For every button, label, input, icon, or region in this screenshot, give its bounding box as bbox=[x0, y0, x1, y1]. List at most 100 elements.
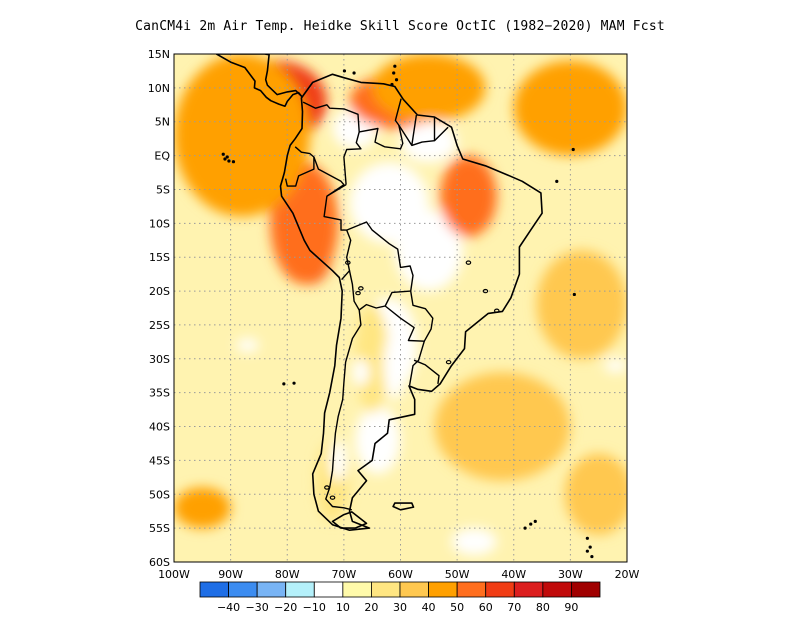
lake-8 bbox=[324, 485, 330, 490]
country-border-11 bbox=[398, 124, 449, 147]
colorbar-label-0: −40 bbox=[217, 601, 240, 614]
lake-7 bbox=[329, 495, 336, 500]
country-border-12 bbox=[411, 114, 418, 146]
lat-label-14: 55S bbox=[149, 522, 170, 535]
lon-label-1: 90W bbox=[218, 568, 243, 581]
lat-lon-grid bbox=[174, 54, 627, 562]
lat-label-1: 10N bbox=[148, 82, 170, 95]
colorbar-swatch-9 bbox=[456, 581, 487, 598]
lake-3 bbox=[493, 308, 500, 313]
island-7 bbox=[390, 82, 394, 87]
map-frame bbox=[173, 53, 628, 563]
colorbar-label-11: 80 bbox=[536, 601, 550, 614]
lat-label-13: 50S bbox=[149, 488, 170, 501]
country-border-6 bbox=[325, 309, 362, 511]
island-8 bbox=[394, 78, 399, 82]
skill-shading-layer bbox=[174, 54, 627, 556]
lon-label-5: 50W bbox=[445, 568, 470, 581]
country-border-3 bbox=[326, 184, 347, 197]
island-19 bbox=[588, 545, 592, 549]
island-13 bbox=[572, 292, 576, 297]
skill-region-22 bbox=[604, 358, 627, 373]
lon-label-7: 30W bbox=[558, 568, 583, 581]
island-4 bbox=[225, 155, 229, 159]
lake-1 bbox=[358, 286, 364, 291]
colorbar-swatch-5 bbox=[342, 581, 372, 598]
colorbar-label-5: 20 bbox=[364, 601, 378, 614]
coastline-central-america bbox=[215, 54, 303, 107]
country-border-5 bbox=[348, 270, 411, 311]
island-15 bbox=[571, 147, 575, 152]
country-border-2 bbox=[313, 156, 352, 281]
colorbar-swatch-12 bbox=[542, 581, 572, 598]
skill-region-17 bbox=[383, 331, 407, 400]
skill-region-10 bbox=[174, 487, 231, 529]
island-10 bbox=[352, 71, 356, 75]
island-21 bbox=[590, 554, 594, 559]
colorbar-label-8: 50 bbox=[450, 601, 464, 614]
colorbar-label-4: 10 bbox=[336, 601, 350, 614]
island-20 bbox=[585, 549, 589, 553]
lat-label-15: 60S bbox=[149, 556, 170, 569]
country-border-4 bbox=[346, 221, 414, 292]
colorbar-swatch-1 bbox=[228, 581, 258, 598]
lake-6 bbox=[445, 359, 452, 365]
lat-label-5: 10S bbox=[149, 217, 170, 230]
island-0 bbox=[223, 157, 227, 161]
island-17 bbox=[529, 522, 533, 526]
skill-region-13 bbox=[536, 250, 627, 359]
map-plot-area bbox=[174, 54, 627, 562]
island-3 bbox=[221, 152, 225, 156]
skill-region-18 bbox=[352, 358, 370, 386]
lat-label-2: 5N bbox=[155, 116, 170, 129]
lake-0 bbox=[345, 260, 351, 265]
colorbar-label-2: −20 bbox=[274, 601, 297, 614]
skill-region-9 bbox=[513, 60, 627, 156]
latitude-labels: 15N 10N 5N EQ 5S 10S 15S 20S 25S 30S 35S 40S 45S 50S 5… bbox=[148, 48, 171, 569]
page-title: CanCM4i 2m Air Temp. Heidke Skill Score … bbox=[135, 19, 665, 34]
longitude-labels: 100W 90W 80W 70W 60W 50W 40W 30W 20W bbox=[158, 568, 639, 581]
island-12 bbox=[392, 71, 396, 75]
coastlines bbox=[215, 54, 594, 559]
country-border-0 bbox=[302, 101, 362, 185]
country-border-9 bbox=[413, 359, 440, 384]
colorbar-swatch-3 bbox=[285, 581, 315, 598]
lon-label-4: 60W bbox=[388, 568, 413, 581]
island-2 bbox=[231, 160, 236, 164]
skill-region-15 bbox=[355, 304, 390, 413]
island-5 bbox=[282, 382, 286, 386]
colorbar-swatch-7 bbox=[399, 581, 429, 598]
lon-label-0: 100W bbox=[158, 568, 190, 581]
coastline-tierra-del-fuego bbox=[331, 511, 368, 529]
lat-label-12: 45S bbox=[149, 454, 170, 467]
skill-region-12 bbox=[434, 372, 571, 481]
colorbar-swatch-2 bbox=[256, 581, 287, 598]
lat-label-6: 15S bbox=[149, 251, 170, 264]
skill-region-8 bbox=[174, 54, 310, 217]
lat-label-3: EQ bbox=[154, 150, 170, 163]
colorbar-swatch-6 bbox=[371, 581, 401, 598]
island-22 bbox=[585, 536, 589, 540]
lat-label-10: 35S bbox=[149, 387, 170, 400]
island-1 bbox=[227, 159, 231, 163]
lat-label-8: 25S bbox=[149, 319, 170, 332]
country-border-7 bbox=[384, 290, 434, 342]
country-border-1 bbox=[284, 146, 315, 187]
colorbar-swatch-10 bbox=[485, 581, 515, 598]
lon-label-3: 70W bbox=[331, 568, 356, 581]
country-border-10 bbox=[359, 98, 404, 150]
skill-region-21 bbox=[236, 338, 259, 353]
colorbar-swatch-0 bbox=[199, 581, 229, 598]
country-border-8 bbox=[408, 340, 425, 386]
lon-label-8: 20W bbox=[615, 568, 640, 581]
lat-label-4: 5S bbox=[156, 183, 170, 196]
lat-label-9: 30S bbox=[149, 353, 170, 366]
coastline-falklands bbox=[392, 502, 415, 511]
colorbar-label-7: 40 bbox=[422, 601, 436, 614]
island-18 bbox=[533, 519, 537, 523]
colorbar-swatch-4 bbox=[313, 581, 344, 598]
island-9 bbox=[342, 69, 347, 73]
lat-label-11: 40S bbox=[149, 421, 170, 434]
coastline-south-america bbox=[279, 73, 543, 531]
